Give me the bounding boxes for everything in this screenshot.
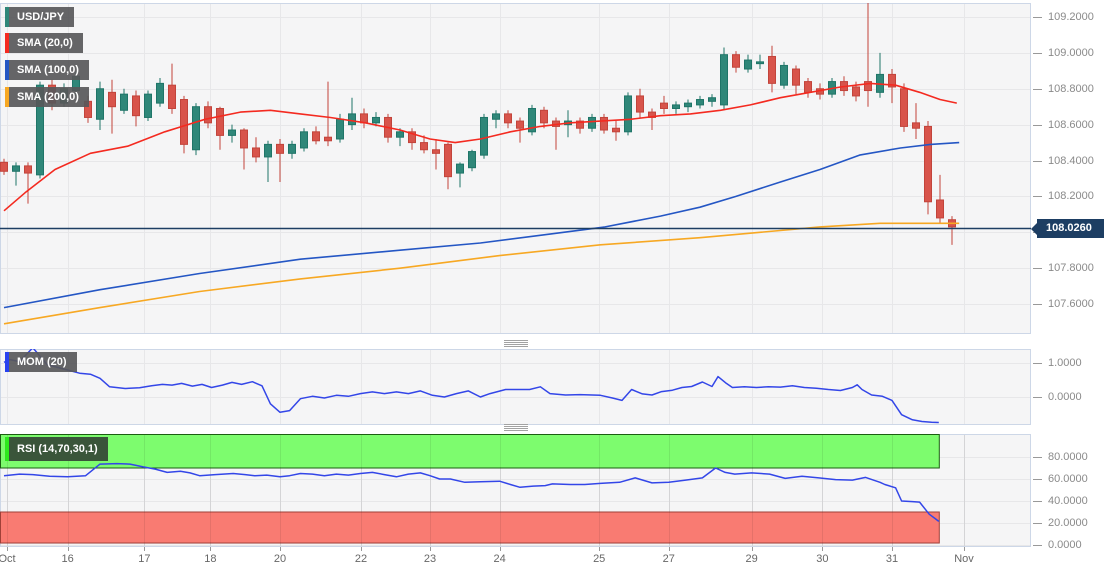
axis-label: 107.6000 (1048, 298, 1094, 311)
axis-label: 0.0000 (1048, 391, 1082, 403)
legend-rsi-label: RSI (14,70,30,1) (17, 443, 98, 455)
time-tick-label: 20 (273, 553, 287, 565)
axis-label: 0.0000 (1048, 539, 1082, 551)
legend-rsi: RSI (14,70,30,1) (5, 437, 108, 461)
time-tick-label: 25 (593, 553, 606, 565)
time-tick-label: 31 (885, 553, 899, 565)
panel-resize-handle-bottom[interactable] (504, 424, 528, 432)
legend-momentum: MOM (20) (5, 352, 77, 372)
axis-label: 108.6000 (1048, 118, 1094, 131)
time-tick-label: 24 (493, 553, 506, 565)
price-axis: 109.2000 109.0000 108.8000 108.6000 108.4000… (1035, 0, 1104, 551)
sma200-marker-icon (5, 87, 9, 107)
legend-symbol: USD/JPY (5, 7, 75, 27)
axis-label: 20.0000 (1048, 517, 1088, 529)
legend-momentum-label: MOM (20) (17, 356, 67, 368)
axis-label: 1.0000 (1048, 357, 1082, 369)
axis-label: 80.0000 (1048, 451, 1088, 463)
legend-sma200: SMA (200,0) (5, 87, 89, 107)
axis-label: 108.4000 (1048, 154, 1094, 167)
legend-sma100: SMA (100,0) (5, 60, 89, 80)
axis-label: 60.0000 (1048, 473, 1088, 485)
time-tick-label: 16 (61, 553, 74, 565)
time-tick-label: 23 (423, 553, 437, 565)
rsi-marker-icon (5, 437, 9, 461)
time-tick-label: 18 (204, 553, 217, 565)
time-tick-label: 30 (816, 553, 829, 565)
current-price-tag: 108.0260 (1031, 219, 1104, 238)
symbol-marker-icon (5, 7, 9, 27)
panel-resize-handle-top[interactable] (504, 340, 528, 348)
legend-sma200-label: SMA (200,0) (17, 91, 79, 103)
time-tick-label: 22 (354, 553, 368, 565)
legend-sma20: SMA (20,0) (5, 33, 83, 53)
axis-label: 109.2000 (1048, 11, 1094, 23)
time-axis: Oct 16 17 18 20 22 23 24 25 27 29 30 31 Nov (0, 549, 1035, 572)
time-tick-label: Nov (954, 553, 974, 565)
legend-sma100-label: SMA (100,0) (17, 64, 79, 76)
axis-label: 108.2000 (1048, 190, 1094, 203)
axis-label: 109.0000 (1048, 46, 1094, 59)
legend-sma20-label: SMA (20,0) (17, 37, 73, 49)
axis-label: 40.0000 (1048, 495, 1088, 507)
axis-label: 107.8000 (1048, 262, 1094, 275)
axis-label: 108.8000 (1048, 82, 1094, 95)
time-tick-label: 29 (745, 553, 758, 565)
legend-symbol-label: USD/JPY (17, 11, 65, 23)
sma100-marker-icon (5, 60, 9, 80)
time-tick-label: Oct (0, 553, 16, 565)
time-tick-label: 17 (138, 553, 151, 565)
time-tick-label: 27 (662, 553, 675, 565)
sma20-marker-icon (5, 33, 9, 53)
momentum-marker-icon (5, 352, 9, 372)
